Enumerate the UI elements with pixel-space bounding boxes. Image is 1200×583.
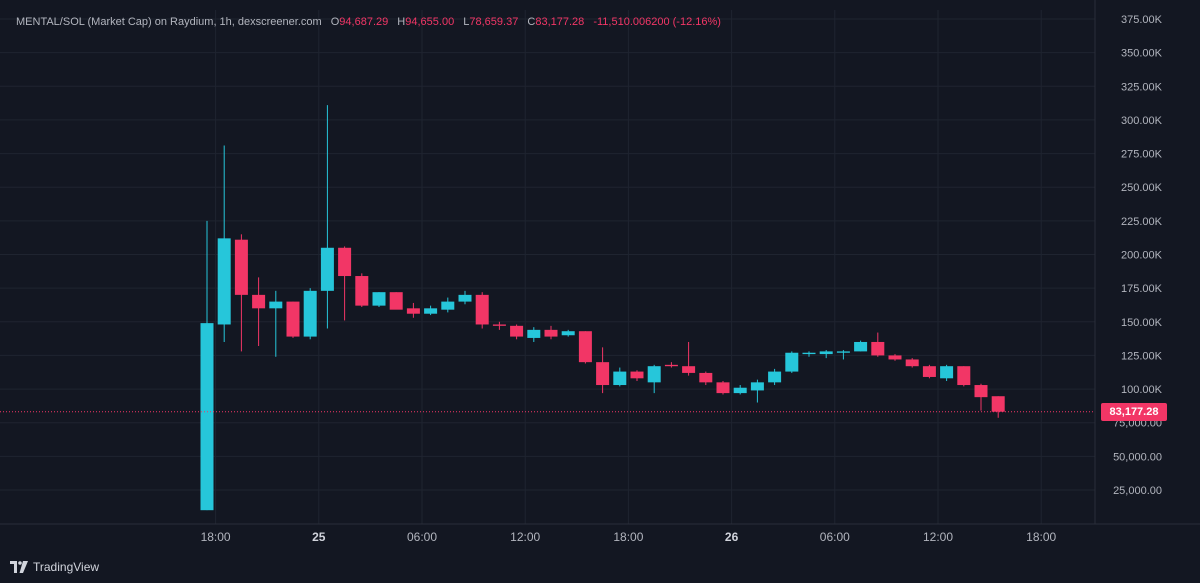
candle-body-down <box>664 364 678 367</box>
candle-body-down <box>578 331 592 363</box>
x-axis-tick-label: 06:00 <box>820 530 850 544</box>
candle-body-down <box>905 359 919 367</box>
y-axis-tick-label: 300.00K <box>1121 115 1163 127</box>
legend-close-value: 83,177.28 <box>535 16 585 28</box>
candle-body-up <box>424 308 438 314</box>
candle-body-down <box>544 329 558 337</box>
y-axis-tick-label: 350.00K <box>1121 48 1163 60</box>
candle-body-down <box>286 301 300 337</box>
candle-body-down <box>630 371 644 379</box>
candle-body-up <box>785 352 799 372</box>
y-axis-tick-label: 275.00K <box>1121 149 1163 161</box>
candle-body-down <box>991 396 1005 412</box>
y-axis-tick-label: 50,000.00 <box>1113 451 1162 463</box>
tradingview-branding[interactable]: TradingView <box>10 559 99 575</box>
y-axis-tick-label: 25,000.00 <box>1113 485 1162 497</box>
candle-body-up <box>647 366 661 383</box>
candle-body-up <box>750 382 764 391</box>
candle-body-up <box>200 323 214 511</box>
x-axis-tick-label: 12:00 <box>923 530 953 544</box>
candle-body-up <box>372 292 386 306</box>
y-axis-tick-label: 100.00K <box>1121 384 1163 396</box>
candle-body-down <box>338 247 352 277</box>
legend-low-label: L <box>463 16 470 28</box>
candle-body-down <box>922 366 936 377</box>
candle-body-up <box>768 371 782 383</box>
tradingview-name: TradingView <box>33 560 100 574</box>
candle-body-up <box>940 366 954 379</box>
legend-high-label: H <box>397 16 406 28</box>
y-axis-tick-label: 325.00K <box>1121 81 1163 93</box>
x-axis-tick-label: 25 <box>312 530 326 544</box>
legend-open-value: 94,687.29 <box>339 16 389 28</box>
legend-low-value: 78,659.37 <box>469 16 519 28</box>
candle-body-down <box>355 276 369 306</box>
candle-body-down <box>716 382 730 394</box>
candle-body-down <box>475 294 489 325</box>
legend-change-value: -11,510.006200 (-12.16%) <box>593 16 721 28</box>
candle-body-up <box>819 351 833 355</box>
y-axis-tick-label: 125.00K <box>1121 350 1163 362</box>
legend-symbol: MENTAL/SOL (Market Cap) on Raydium, 1h, … <box>16 16 322 28</box>
candle-body-down <box>389 292 403 310</box>
y-axis-tick-label: 150.00K <box>1121 317 1163 329</box>
candle-body-up <box>441 301 455 310</box>
legend-high-value: 94,655.00 <box>405 16 455 28</box>
candle-body-up <box>217 238 231 325</box>
candle-body-up <box>802 352 816 355</box>
legend-open-label: O <box>330 16 340 28</box>
candle-body-down <box>888 355 902 360</box>
candle-body-down <box>406 308 420 314</box>
candle-body-down <box>957 366 971 386</box>
y-axis-tick-label: 250.00K <box>1121 182 1163 194</box>
y-axis-tick-label: 375.00K <box>1121 14 1163 26</box>
legend-close-label: C <box>527 16 536 28</box>
candle-body-down <box>234 239 248 295</box>
candle-body-down <box>699 372 713 383</box>
x-axis-tick-label: 06:00 <box>407 530 437 544</box>
candle-body-up <box>613 371 627 386</box>
candle-body-up <box>854 341 868 352</box>
candle-body-up <box>269 301 283 309</box>
tradingview-logo-icon <box>10 561 28 573</box>
y-axis-tick-label: 175.00K <box>1121 283 1163 295</box>
candle-body-up <box>733 387 747 394</box>
candle-body-down <box>871 341 885 356</box>
x-axis-tick-label: 12:00 <box>510 530 540 544</box>
candle-body-up <box>561 331 575 336</box>
x-axis-tick-label: 26 <box>725 530 739 544</box>
candle-body-down <box>682 366 696 373</box>
candle-body-up <box>458 294 472 302</box>
candle-body-up <box>320 247 334 291</box>
chart-legend: MENTAL/SOL (Market Cap) on Raydium, 1h, … <box>16 14 721 30</box>
y-axis-tick-label: 200.00K <box>1121 250 1163 262</box>
x-axis-tick-label: 18:00 <box>201 530 231 544</box>
y-axis-tick-label: 225.00K <box>1121 216 1163 228</box>
last-price-label: 83,177.28 <box>1101 403 1167 421</box>
candle-body-down <box>252 294 266 309</box>
candle-body-up <box>303 290 317 337</box>
x-axis-tick-label: 18:00 <box>1026 530 1056 544</box>
candle-body-down <box>492 324 506 326</box>
x-axis-tick-label: 18:00 <box>613 530 643 544</box>
candle-body-down <box>510 325 524 337</box>
candle-body-down <box>974 385 988 398</box>
candle-body-up <box>527 329 541 338</box>
candle-body-up <box>836 351 850 353</box>
candle-body-down <box>596 362 610 386</box>
